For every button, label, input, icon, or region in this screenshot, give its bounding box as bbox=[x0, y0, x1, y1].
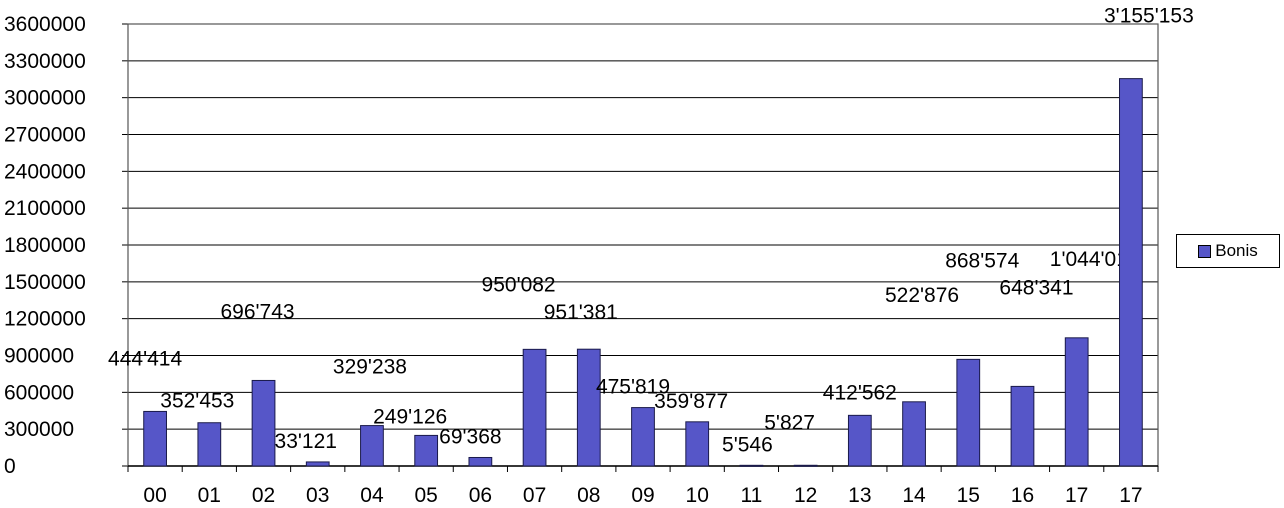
x-tick-label: 09 bbox=[631, 484, 654, 507]
y-tick-label: 3000000 bbox=[4, 87, 86, 110]
bar-08 bbox=[576, 348, 601, 467]
legend-swatch-bonis bbox=[1198, 244, 1212, 258]
y-tick-label: 600000 bbox=[4, 381, 74, 404]
bar-14 bbox=[902, 401, 926, 467]
x-tick-label: 04 bbox=[360, 484, 384, 507]
data-label: 5'827 bbox=[764, 411, 815, 434]
bar-17 bbox=[1119, 78, 1143, 467]
bar-13 bbox=[847, 414, 872, 467]
data-label: 522'876 bbox=[885, 284, 959, 307]
data-label: 444'414 bbox=[108, 347, 182, 370]
data-label: 951'381 bbox=[544, 301, 618, 324]
x-tick-label: 14 bbox=[902, 484, 926, 507]
x-tick-label: 02 bbox=[252, 484, 275, 507]
x-tick-label: 01 bbox=[198, 484, 221, 507]
y-tick-label: 0 bbox=[4, 455, 16, 478]
data-label: 5'546 bbox=[722, 433, 773, 456]
data-label: 950'082 bbox=[482, 273, 556, 296]
y-tick-label: 2700000 bbox=[4, 124, 86, 147]
x-tick-label: 10 bbox=[686, 484, 709, 507]
chart-legend: Bonis bbox=[1176, 234, 1280, 268]
x-tick-label: 06 bbox=[469, 484, 492, 507]
y-tick-label: 900000 bbox=[4, 345, 74, 368]
bar-07 bbox=[522, 348, 547, 467]
y-tick-label: 1800000 bbox=[4, 234, 86, 257]
y-tick-label: 1200000 bbox=[4, 308, 86, 331]
x-tick-label: 17 bbox=[1119, 484, 1142, 507]
bar-04 bbox=[360, 425, 384, 467]
bar-15 bbox=[956, 358, 981, 467]
x-tick-label: 17 bbox=[1065, 484, 1088, 507]
data-label: 329'238 bbox=[333, 356, 407, 379]
y-tick-label: 3600000 bbox=[4, 13, 86, 36]
y-tick-label: 2400000 bbox=[4, 160, 86, 183]
x-tick-label: 15 bbox=[957, 484, 980, 507]
x-tick-label: 07 bbox=[523, 484, 546, 507]
bar-10 bbox=[685, 421, 710, 467]
x-tick-label: 13 bbox=[848, 484, 871, 507]
x-tick-label: 00 bbox=[143, 484, 166, 507]
bar-02 bbox=[251, 379, 276, 467]
x-tick-label: 16 bbox=[1011, 484, 1034, 507]
bar-00 bbox=[143, 410, 167, 467]
data-label: 352'453 bbox=[160, 390, 234, 413]
bar-01 bbox=[197, 422, 222, 467]
bar-12 bbox=[793, 464, 818, 467]
data-label: 1'044'016 bbox=[1050, 248, 1140, 271]
x-tick-label: 11 bbox=[741, 484, 763, 507]
data-label: 249'126 bbox=[373, 405, 447, 428]
bar-05 bbox=[414, 434, 439, 467]
data-label: 696'743 bbox=[220, 300, 294, 323]
y-tick-label: 300000 bbox=[4, 418, 74, 441]
data-label: 69'368 bbox=[439, 425, 501, 448]
y-tick-label: 2100000 bbox=[4, 197, 86, 220]
data-label: 359'877 bbox=[654, 390, 728, 413]
x-tick-label: 08 bbox=[577, 484, 600, 507]
data-label: 648'341 bbox=[999, 276, 1073, 299]
bar-03 bbox=[305, 461, 330, 467]
data-label: 3'155'153 bbox=[1104, 5, 1194, 28]
legend-label-bonis: Bonis bbox=[1215, 241, 1258, 260]
y-tick-label: 3300000 bbox=[4, 50, 86, 73]
bar-17 bbox=[1064, 337, 1089, 467]
data-label: 412'562 bbox=[823, 381, 897, 404]
x-tick-label: 05 bbox=[414, 484, 437, 507]
x-tick-label: 03 bbox=[306, 484, 329, 507]
bar-16 bbox=[1010, 385, 1035, 467]
data-label: 475'819 bbox=[596, 376, 670, 399]
data-label: 33'121 bbox=[275, 430, 337, 453]
y-tick-label: 1500000 bbox=[4, 271, 86, 294]
bar-09 bbox=[631, 407, 655, 467]
data-label: 868'574 bbox=[945, 249, 1019, 272]
bar-06 bbox=[468, 456, 493, 467]
bar-11 bbox=[739, 464, 764, 467]
x-tick-label: 12 bbox=[794, 484, 817, 507]
